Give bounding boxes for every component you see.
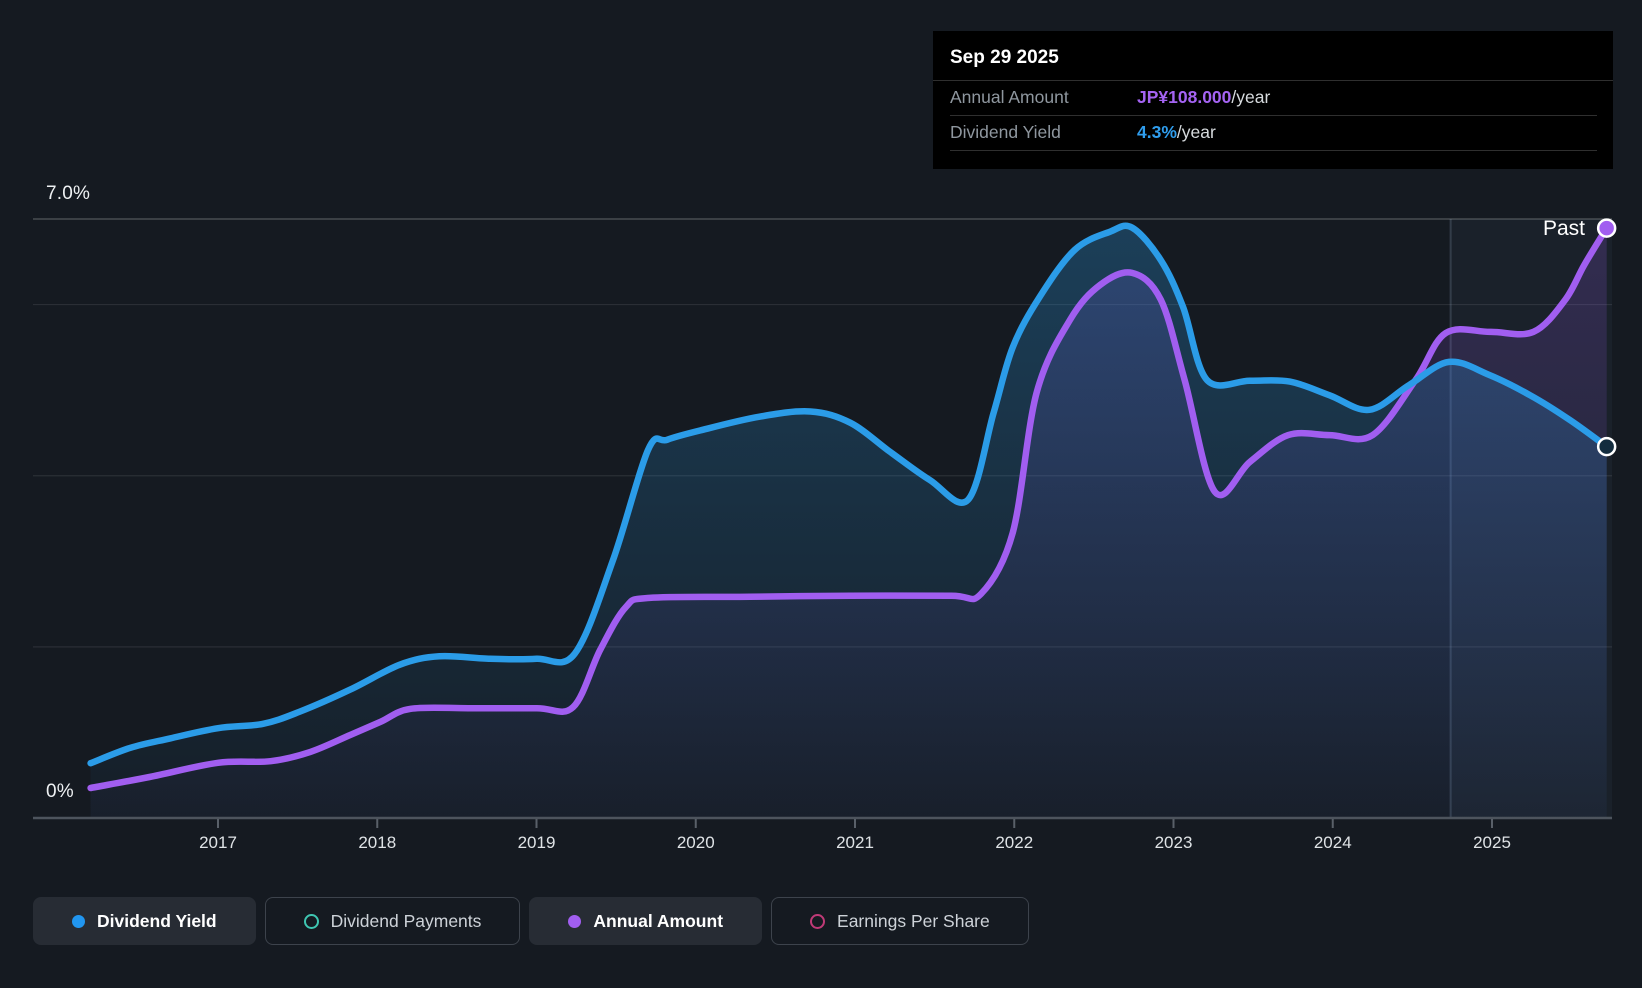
tooltip-row-dividend-yield: Dividend Yield 4.3%/year [950, 116, 1597, 151]
annual-amount-line [87, 224, 1610, 792]
legend-button-earnings-per-share[interactable]: Earnings Per Share [771, 897, 1029, 945]
legend-dot-icon [568, 914, 582, 928]
legend-button-dividend-payments[interactable]: Dividend Payments [264, 897, 521, 945]
x-axis-label-2019: 2019 [517, 833, 556, 852]
legend-label: Earnings Per Share [837, 910, 990, 931]
past-label: Past [1543, 217, 1586, 240]
tooltip-label: Dividend Yield [950, 122, 1061, 142]
tooltip-row-annual-amount: Annual Amount JP¥108.000/year [950, 81, 1597, 116]
x-axis-label-2025: 2025 [1473, 833, 1511, 852]
legend-dot-icon [72, 914, 85, 928]
dividend-yield-end-marker[interactable] [1596, 436, 1617, 457]
tooltip-value-dividend-yield: 4.3%/year [1137, 122, 1216, 142]
legend-label: Dividend Payments [330, 910, 482, 931]
x-axis-label-2018: 2018 [358, 833, 397, 852]
legend-button-dividend-yield[interactable]: Dividend Yield [33, 897, 256, 945]
legend-ring-icon [303, 913, 319, 929]
x-axis-label-2017: 2017 [199, 833, 237, 852]
annual-amount-end-marker[interactable] [1596, 218, 1617, 238]
tooltip: Sep 29 2025 Annual Amount JP¥108.000/yea… [933, 31, 1613, 169]
legend-label: Dividend Yield [97, 910, 217, 931]
tooltip-value-annual-amount: JP¥108.000/year [1137, 87, 1271, 107]
x-axis-label-2024: 2024 [1313, 833, 1352, 852]
legend-button-annual-amount[interactable]: Annual Amount [529, 897, 763, 945]
x-axis-label-2020: 2020 [676, 833, 715, 852]
x-axis-label-2021: 2021 [836, 833, 874, 852]
tooltip-label: Annual Amount [950, 87, 1069, 107]
tooltip-date: Sep 29 2025 [933, 31, 1613, 81]
x-axis-label-2022: 2022 [995, 833, 1034, 852]
dividend-yield-area [90, 225, 1607, 818]
x-axis-label-2023: 2023 [1154, 833, 1193, 852]
y-axis-top-label: 7.0% [46, 183, 91, 204]
dividend-yield-line [87, 222, 1610, 767]
y-axis-zero-label: 0% [46, 781, 74, 802]
legend: Dividend Yield Dividend Payments Annual Am… [33, 897, 1029, 945]
legend-label: Annual Amount [593, 910, 724, 931]
legend-ring-icon [810, 913, 826, 929]
